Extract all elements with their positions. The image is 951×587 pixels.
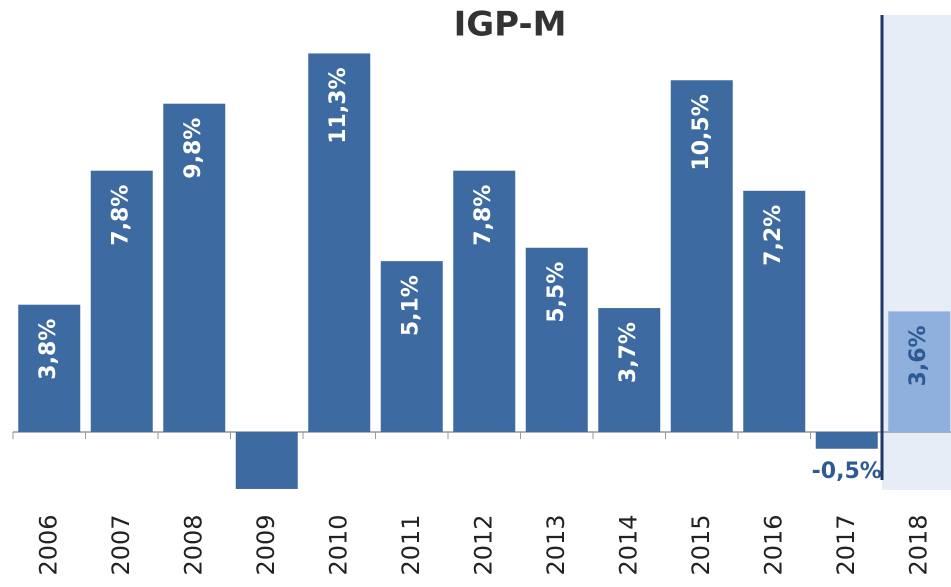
bar [163,103,226,432]
x-tick-label: 2009 [252,514,280,575]
x-tick-label: 2006 [34,514,62,575]
x-tick-label: 2011 [397,514,425,575]
x-tick-label: 2017 [832,514,860,575]
value-label: 7,2% [761,205,786,266]
x-tick-label: 2014 [614,514,642,575]
value-label: 7,8% [109,185,134,246]
value-label: -0,5% [812,459,882,484]
value-label: 10,5% [689,94,714,170]
x-tick-label: 2008 [179,514,207,575]
x-tick-label: 2015 [687,514,715,575]
bar [670,80,733,432]
bar [235,432,298,489]
value-label: 7,8% [471,185,496,246]
x-tick-label: 2007 [107,514,135,575]
value-label: 3,6% [906,325,931,386]
x-tick-label: 2018 [904,514,932,575]
bar [380,261,443,432]
value-label: 11,3% [326,67,351,143]
x-tick-label: 2013 [542,514,570,575]
value-label: 3,8% [36,319,61,380]
x-tick-label: 2010 [324,514,352,575]
bar [525,247,588,432]
bar [598,308,661,432]
bar [453,170,516,432]
x-tick-label: 2016 [759,514,787,575]
value-label: 3,7% [616,322,641,383]
x-tick-label: 2012 [469,514,497,575]
value-label: -1,7% [232,499,302,524]
bar [743,190,806,432]
chart-title: IGP-M [454,5,567,45]
bar [308,53,371,432]
bar [888,311,951,432]
value-label: 5,1% [399,275,424,336]
value-label: 5,5% [544,262,569,323]
bar [18,304,81,432]
value-label: 9,8% [181,118,206,179]
bar [815,432,878,449]
bar [90,170,153,432]
